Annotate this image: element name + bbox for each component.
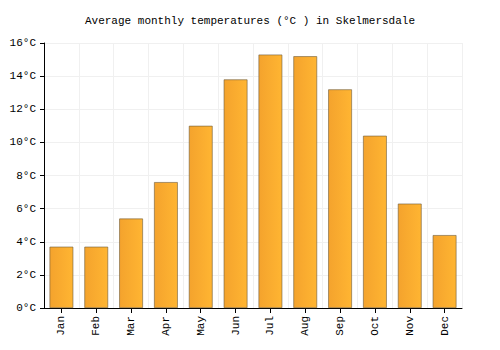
svg-text:0°C: 0°C	[16, 302, 36, 314]
svg-text:6°C: 6°C	[16, 203, 36, 215]
svg-text:Jun: Jun	[230, 316, 242, 336]
svg-text:4°C: 4°C	[16, 236, 36, 248]
svg-text:8°C: 8°C	[16, 170, 36, 182]
svg-text:Average monthly temperatures (: Average monthly temperatures (°C ) in Sk…	[85, 15, 415, 27]
svg-text:Apr: Apr	[160, 316, 172, 336]
svg-text:Aug: Aug	[299, 316, 311, 336]
svg-text:Jan: Jan	[55, 316, 67, 336]
svg-text:Nov: Nov	[404, 316, 416, 336]
svg-text:12°C: 12°C	[10, 103, 37, 115]
svg-text:Feb: Feb	[90, 316, 102, 336]
svg-text:2°C: 2°C	[16, 269, 36, 281]
svg-text:Dec: Dec	[439, 316, 451, 336]
svg-text:Oct: Oct	[369, 316, 381, 336]
svg-text:May: May	[195, 316, 207, 336]
svg-text:10°C: 10°C	[10, 136, 37, 148]
svg-text:Mar: Mar	[125, 316, 137, 336]
svg-text:16°C: 16°C	[10, 37, 37, 49]
svg-text:Sep: Sep	[334, 316, 346, 336]
svg-text:14°C: 14°C	[10, 70, 37, 82]
svg-text:Jul: Jul	[264, 316, 276, 336]
